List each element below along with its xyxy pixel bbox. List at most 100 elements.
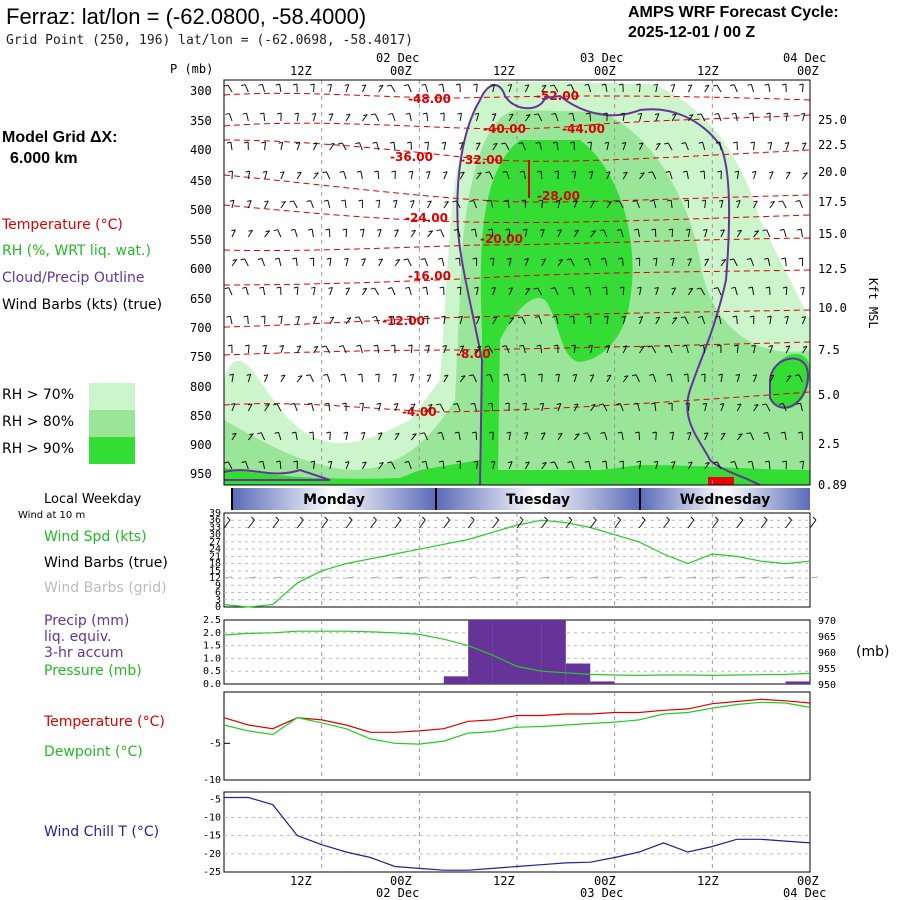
- wind-barb-flag: [721, 259, 726, 262]
- wind-barb-flag: [489, 431, 494, 434]
- wind-barb: [294, 229, 298, 238]
- wind-barb-flag: [750, 141, 755, 144]
- wind-barb-flag: [620, 112, 625, 115]
- wind-barb-grid: [541, 576, 550, 579]
- wind-barb-flag: [388, 112, 393, 115]
- wind-barb: [378, 229, 382, 238]
- wind-barb: [671, 317, 678, 325]
- wind-barb: [802, 83, 804, 93]
- wind-barb-flag: [501, 345, 507, 348]
- wind-barb-flag: [293, 460, 298, 463]
- wind-barb-flag: [700, 170, 705, 173]
- pressure-tick: 900: [190, 438, 212, 452]
- wind-barb: [522, 345, 526, 354]
- y-tick-label: -10: [203, 812, 221, 823]
- precip-bar: [517, 620, 542, 684]
- wind-barb: [342, 345, 347, 354]
- temperature-contour: [223, 204, 811, 224]
- wind-barb-flag: [687, 258, 692, 261]
- wind-barb-flag: [721, 432, 726, 435]
- wind-barb: [277, 229, 282, 238]
- wind-barb: [443, 142, 447, 151]
- wind-barb: [541, 258, 547, 267]
- wind-barb-flag: [591, 230, 596, 233]
- wind-barb-flag: [748, 286, 753, 289]
- wind-barb-flag: [754, 230, 759, 233]
- wind-barb-flag: [344, 83, 349, 86]
- wind-barb: [459, 345, 465, 354]
- wind-barb-true: [272, 519, 280, 529]
- wind-barb: [652, 374, 657, 383]
- wind-barb-flag: [264, 200, 269, 203]
- wind-barb-true: [248, 519, 255, 529]
- temperature-contour: [223, 309, 811, 328]
- wind-speed-line: [223, 519, 811, 608]
- wind-barb-flag: [409, 373, 414, 376]
- height-tick: 7.5: [818, 343, 840, 357]
- wind-barb-flag: [524, 258, 529, 261]
- wind-barb-flag: [344, 257, 349, 260]
- wind-barb: [244, 84, 249, 93]
- wind-barb-flag: [616, 403, 621, 406]
- wind-barb-true: [736, 519, 744, 529]
- wind-barb: [309, 374, 314, 383]
- pressure-tick: 450: [190, 174, 212, 188]
- wind-barb-true-flag: [544, 516, 548, 521]
- wind-barb-grid: [370, 576, 379, 579]
- wind-barb: [504, 142, 510, 151]
- wind-barb-flag: [635, 257, 640, 260]
- wind-barb: [671, 113, 677, 122]
- wind-barb: [736, 403, 742, 412]
- wind-barb-flag: [339, 170, 344, 173]
- wind-barb: [716, 84, 722, 93]
- precip-accum-label: 3-hr accum: [44, 645, 124, 661]
- wind-barb-flag: [653, 83, 658, 86]
- wind-barb-true-flag: [251, 516, 255, 521]
- wind-barb: [736, 171, 740, 180]
- wind-barb-flag: [688, 287, 693, 290]
- wind-barb: [639, 287, 642, 296]
- wind-barb-flag: [798, 257, 803, 260]
- wind-barb-flag: [752, 374, 757, 377]
- pressure-tick: 850: [190, 409, 212, 423]
- wind-barb: [244, 258, 249, 267]
- wind-barb-flag: [650, 402, 655, 405]
- wind-barb: [751, 461, 755, 470]
- height-tick: 20.0: [818, 165, 847, 179]
- wind-barb: [604, 258, 608, 267]
- wind-barb-flag: [800, 286, 805, 289]
- temperature-contour-label: -8.00: [456, 347, 491, 361]
- wind-barb: [719, 142, 722, 151]
- wind-barb-flag: [747, 460, 752, 463]
- wind-barb-flag: [394, 229, 399, 232]
- wind-barb-flag: [476, 345, 482, 348]
- wind-barb-flag: [470, 402, 475, 405]
- wind-barb-grid: [663, 576, 672, 579]
- wind-barb-flag: [421, 83, 426, 86]
- wind-barb-flag: [389, 141, 395, 144]
- wind-barb-flag: [455, 83, 461, 86]
- temperature-panel: -5 -10: [203, 691, 811, 786]
- wind-barb-flag: [245, 344, 250, 347]
- wind-barb-true-flag: [812, 516, 817, 521]
- wind-barb: [671, 432, 675, 441]
- wind-barb-flag: [550, 287, 555, 290]
- cross-section-plot: -48.00 -52.00-40.00 -44.00-36.00 -32.00-28.…: [223, 79, 811, 486]
- wind-barb-flag: [321, 345, 327, 348]
- wind-barb-flag: [362, 287, 367, 290]
- pressure-tick: 550: [190, 233, 212, 247]
- wind-barb-flag: [241, 460, 246, 463]
- top-hour-label: 12Z: [697, 64, 719, 78]
- wind-barb-flag: [687, 84, 693, 87]
- wind-barb-flag: [557, 229, 562, 232]
- model-grid-label: Model Grid ΔX:: [2, 129, 118, 146]
- wind-barb-flag: [493, 142, 498, 145]
- wind-barb: [769, 316, 772, 325]
- wind-barb: [231, 374, 234, 383]
- wind-barb-flag: [605, 344, 610, 347]
- wind-barb-flag: [540, 432, 546, 435]
- wind-barb: [427, 345, 430, 354]
- wind-barb: [686, 171, 689, 180]
- wind-barb-flag: [770, 200, 775, 203]
